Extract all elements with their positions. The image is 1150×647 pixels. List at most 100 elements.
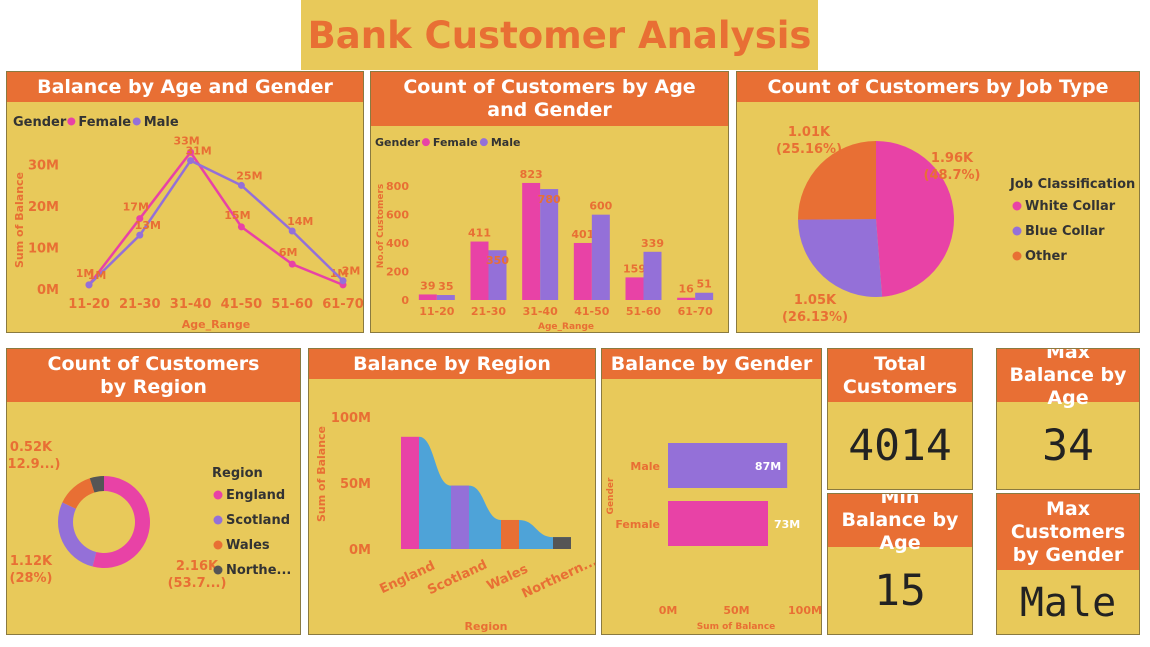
data-label: 16 <box>679 283 695 296</box>
data-label: 73M <box>774 518 800 531</box>
y-tick-label: Female <box>615 518 660 531</box>
panel-balance-region[interactable]: Balance by Region 0M 50M 100M Sum of Balanc… <box>308 348 596 635</box>
y-axis-title: Sum of Balance <box>315 426 328 522</box>
chart-title: Count of Customers by Age and Gender <box>371 72 728 126</box>
kpi-max-customers-gender[interactable]: Max Customers by Gender Male <box>996 493 1140 635</box>
panel-count-age-gender[interactable]: Count of Customers by Age and Gender Gen… <box>370 71 729 333</box>
data-label: 339 <box>641 237 664 250</box>
line-chart: Gender Female Male 0M 10M 20M 30M 11-20 21-30 31-… <box>13 115 364 331</box>
x-tick-label: 61-70 <box>322 297 364 312</box>
x-tick-label: 51-60 <box>626 305 662 318</box>
data-point <box>339 277 347 285</box>
bar-chart: Gender Female Male 0 200 400 600 800 39 35 11-20 41… <box>375 136 714 332</box>
pie-slice-white-collar <box>876 141 954 297</box>
bar-region <box>451 485 469 549</box>
data-point <box>136 231 144 239</box>
x-tick-label: 100M <box>788 604 822 617</box>
kpi-label: Min Balance by Age <box>828 494 972 554</box>
data-label: 1M <box>76 267 95 280</box>
x-tick-label: 51-60 <box>271 297 313 312</box>
slice-label: 1.01K <box>788 125 831 140</box>
slice-pct: (12.9...) <box>7 457 60 472</box>
legend-marker <box>1012 251 1022 261</box>
panel-balance-age-gender[interactable]: Balance by Age and Gender Gender Female Ma… <box>6 71 364 333</box>
y-tick-label: 50M <box>340 477 371 492</box>
data-point <box>237 223 245 231</box>
legend-entry: Scotland <box>226 513 290 528</box>
slice-pct: (25.16%) <box>776 142 842 157</box>
slice-pct: (28%) <box>10 571 53 586</box>
y-tick-label: 10M <box>28 242 59 257</box>
y-axis-title: Sum of Balance <box>13 172 26 268</box>
x-tick-label: 31-40 <box>170 297 212 312</box>
kpi-value: 34 <box>1042 421 1094 471</box>
pie-chart: 1.96K (48.7%) 1.05K (26.13%) 1.01K (25.16%) Jo… <box>776 125 1135 325</box>
slice-label: 1.96K <box>931 151 974 166</box>
kpi-max-balance-age[interactable]: Max Balance by Age 34 <box>996 348 1140 490</box>
legend-title: Job Classification <box>1009 177 1135 192</box>
y-tick-label: 400 <box>386 237 409 250</box>
data-label: 1M <box>88 269 107 282</box>
data-point <box>187 148 195 156</box>
chart-title: Balance by Age and Gender <box>7 72 363 102</box>
slice-label: 0.52K <box>10 440 53 455</box>
bar-female <box>470 241 489 300</box>
ribbon <box>419 436 571 549</box>
bar-region <box>401 436 419 549</box>
x-axis-title: Region <box>465 620 508 633</box>
legend-marker <box>213 565 223 575</box>
legend-marker <box>479 138 488 147</box>
bar-female <box>522 182 541 300</box>
data-label: 51 <box>697 278 712 291</box>
x-axis-title: Age_Range <box>182 318 250 331</box>
legend-title: Gender <box>13 115 67 130</box>
slice-pct: (53.7...) <box>168 576 227 591</box>
x-tick-label: 0M <box>659 604 678 617</box>
data-label: 87M <box>755 460 781 473</box>
y-tick-label: 800 <box>386 180 409 193</box>
donut-slice <box>89 476 104 493</box>
panel-region-count[interactable]: Count of Customers by Region 2.16K (53.7.… <box>6 348 301 635</box>
bar-male <box>695 292 714 300</box>
slice-label: 1.05K <box>794 293 837 308</box>
data-label: 39 <box>420 279 435 292</box>
slice-pct: (26.13%) <box>782 310 848 325</box>
data-label: 35 <box>438 280 453 293</box>
data-label: 159 <box>623 262 646 275</box>
y-tick-label: 0 <box>401 294 409 307</box>
panel-job-type[interactable]: Count of Customers by Job Type 1.96K (48.… <box>736 71 1140 333</box>
x-tick-label: 11-20 <box>68 297 110 312</box>
data-label: 31M <box>185 145 211 158</box>
panel-balance-gender[interactable]: Balance by Gender Male 87M Female 73M 0M 50M 1… <box>601 348 822 635</box>
legend-entry: Male <box>144 115 179 130</box>
data-label: 780 <box>538 193 561 206</box>
legend-entry: Other <box>1025 249 1067 264</box>
donut-slice <box>57 502 97 567</box>
bar-male <box>668 443 788 488</box>
y-axis-title: No.of Customers <box>376 184 386 269</box>
kpi-label: Max Customers by Gender <box>997 494 1139 570</box>
data-label: 1M <box>330 267 349 280</box>
x-axis-title: Age_Range <box>538 322 594 332</box>
data-label: 823 <box>520 168 543 181</box>
bar-female <box>418 294 437 300</box>
dashboard-title: Bank Customer Analysis <box>301 0 818 70</box>
pie-slice-blue-collar <box>798 219 883 297</box>
bar-male <box>540 189 559 300</box>
bar-female <box>625 277 644 300</box>
kpi-min-balance-age[interactable]: Min Balance by Age 15 <box>827 493 973 635</box>
data-point <box>237 181 245 189</box>
donut-slice <box>62 478 95 509</box>
pie-slice-other <box>798 141 876 220</box>
bar-region <box>501 519 519 549</box>
kpi-label: Total Customers <box>828 349 972 402</box>
y-axis-title: Gender <box>606 477 616 514</box>
data-point <box>288 260 296 268</box>
y-tick-label: Male <box>630 460 660 473</box>
data-label: 600 <box>589 200 612 213</box>
data-label: 25M <box>236 169 262 182</box>
legend-marker <box>421 138 430 147</box>
kpi-total-customers[interactable]: Total Customers 4014 <box>827 348 973 490</box>
legend-marker <box>132 117 141 126</box>
data-label: 2M <box>342 265 361 278</box>
